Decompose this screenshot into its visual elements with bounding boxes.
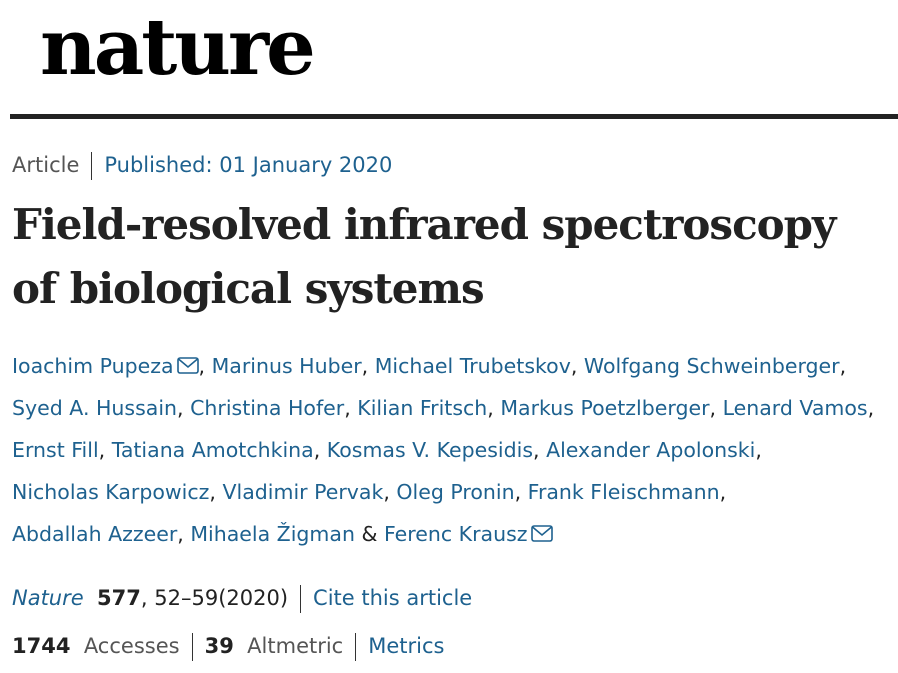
author-separator: , bbox=[177, 396, 184, 420]
accesses-label: Accesses bbox=[83, 634, 180, 658]
cite-link[interactable]: Cite this article bbox=[313, 586, 473, 610]
author-list: Ioachim Pupeza, Marinus Huber, Michael T… bbox=[12, 345, 896, 555]
author-name[interactable]: Kosmas V. Kepesidis bbox=[326, 438, 534, 462]
author-separator: , bbox=[487, 396, 494, 420]
author-name[interactable]: Lenard Vamos bbox=[722, 396, 868, 420]
email-icon[interactable] bbox=[530, 525, 553, 542]
author-separator: , bbox=[709, 396, 717, 420]
author-name[interactable]: Marinus Huber bbox=[211, 354, 362, 378]
metrics: 1744 Accesses 39 Altmetric Metrics bbox=[12, 633, 444, 661]
author-separator: , bbox=[755, 438, 762, 462]
citation: Nature 577, 52–59(2020) Cite this article bbox=[12, 585, 472, 613]
author-name[interactable]: Tatiana Amotchkina bbox=[111, 438, 314, 462]
author-name[interactable]: Frank Fleischmann bbox=[527, 480, 720, 504]
email-icon[interactable] bbox=[176, 357, 199, 374]
author-separator: , bbox=[198, 354, 206, 378]
author-name[interactable]: Ferenc Krausz bbox=[384, 522, 553, 546]
metrics-link[interactable]: Metrics bbox=[368, 634, 445, 658]
volume: 577 bbox=[97, 586, 141, 610]
author-separator: , bbox=[98, 438, 106, 462]
published-label: Published: bbox=[104, 153, 213, 177]
author-separator: , bbox=[344, 396, 351, 420]
author-separator: , bbox=[313, 438, 321, 462]
published-date: 01 January 2020 bbox=[219, 153, 393, 177]
author-name[interactable]: Christina Hofer bbox=[190, 396, 345, 420]
author-separator: , bbox=[177, 522, 184, 546]
journal[interactable]: Nature bbox=[12, 586, 84, 610]
author-name[interactable]: Markus Poetzlberger bbox=[500, 396, 710, 420]
author-name[interactable]: Ernst Fill bbox=[12, 438, 99, 462]
author-name[interactable]: Vladimir Pervak bbox=[222, 480, 384, 504]
author-name[interactable]: Kilian Fritsch bbox=[357, 396, 488, 420]
author-separator: , bbox=[867, 396, 875, 420]
altmetric-label: Altmetric bbox=[247, 634, 344, 658]
author-separator: , bbox=[514, 480, 522, 504]
author-name[interactable]: Michael Trubetskov bbox=[374, 354, 571, 378]
article-meta: Article Published: 01 January 2020 bbox=[12, 152, 392, 180]
author-separator: , bbox=[361, 354, 369, 378]
author-name[interactable]: Ioachim Pupeza bbox=[12, 354, 199, 378]
year: (2020) bbox=[218, 586, 289, 610]
author-name[interactable]: Syed A. Hussain bbox=[12, 396, 178, 420]
author-name[interactable]: Mihaela Žigman bbox=[190, 522, 355, 546]
header-rule bbox=[10, 114, 898, 119]
divider bbox=[191, 633, 193, 661]
author-name[interactable]: Wolfgang Schweinberger bbox=[583, 354, 840, 378]
author-name[interactable]: Abdallah Azzeer bbox=[12, 522, 178, 546]
author-separator: , bbox=[570, 354, 578, 378]
author-name[interactable]: Alexander Apolonski bbox=[546, 438, 756, 462]
author-separator: , bbox=[533, 438, 540, 462]
author-separator: & bbox=[361, 522, 378, 546]
author-separator: , bbox=[839, 354, 847, 378]
author-separator: , bbox=[209, 480, 216, 504]
divider bbox=[300, 585, 302, 613]
article-type: Article bbox=[12, 153, 80, 177]
divider bbox=[355, 633, 357, 661]
author-separator: , bbox=[383, 480, 390, 504]
pages: , 52–59 bbox=[140, 586, 219, 610]
author-name[interactable]: Nicholas Karpowicz bbox=[12, 480, 210, 504]
author-name[interactable]: Oleg Pronin bbox=[396, 480, 515, 504]
divider bbox=[91, 152, 93, 180]
logo[interactable]: nature bbox=[40, 2, 316, 93]
accesses-count: 1744 bbox=[12, 634, 71, 658]
altmetric-count: 39 bbox=[204, 634, 234, 658]
author-separator: , bbox=[719, 480, 727, 504]
article-title: Field-resolved infrared spectroscopy of … bbox=[12, 200, 836, 313]
